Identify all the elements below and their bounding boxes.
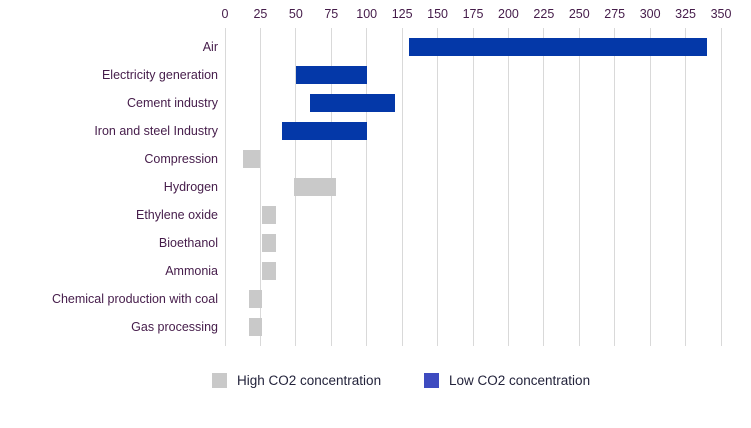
- gridline: [259, 28, 261, 346]
- legend-item-high-co2: High CO2 concentration: [212, 365, 381, 395]
- x-axis-tick-label: 200: [497, 7, 519, 21]
- legend-swatch-low-co2: [424, 372, 439, 388]
- legend-label-low-co2: Low CO2 concentration: [449, 372, 591, 388]
- bar-ethylene-oxide: [261, 206, 276, 224]
- gridline: [720, 28, 722, 346]
- gridline: [685, 28, 687, 346]
- x-axis-tick-label: 275: [604, 7, 626, 21]
- category-label: Ammonia: [165, 264, 218, 278]
- x-axis-tick-label: 125: [391, 7, 413, 21]
- x-axis-tick-label: 100: [356, 7, 378, 21]
- bar-hydrogen: [294, 178, 336, 196]
- bar-air: [409, 38, 707, 56]
- x-axis-tick-label: 300: [639, 7, 661, 21]
- category-label: Cement industry: [126, 96, 218, 110]
- gridline: [543, 28, 545, 346]
- gridline: [614, 28, 616, 346]
- bar-iron-and-steel-industry: [281, 122, 367, 140]
- legend: High CO2 concentration Low CO2 concentra…: [0, 365, 751, 395]
- x-axis-tick-label: 325: [675, 7, 696, 21]
- gridline: [401, 28, 403, 346]
- x-axis-tick-label: 0: [221, 7, 229, 21]
- gridline: [649, 28, 651, 346]
- x-axis-tick-label: 25: [253, 7, 268, 21]
- bar-bioethanol: [261, 234, 276, 252]
- gridline: [472, 28, 474, 346]
- bar-electricity-generation: [295, 66, 367, 84]
- x-axis-tick-label: 225: [533, 7, 555, 21]
- category-label: Hydrogen: [163, 180, 218, 194]
- category-label: Bioethanol: [158, 236, 218, 250]
- x-axis-tick-label: 150: [427, 7, 448, 21]
- legend-item-low-co2: Low CO2 concentration: [424, 365, 590, 395]
- gridline: [437, 28, 439, 346]
- category-label: Chemical production with coal: [51, 292, 218, 306]
- category-label: Air: [202, 40, 218, 54]
- category-label: Iron and steel Industry: [94, 124, 218, 138]
- gridline: [224, 28, 226, 346]
- bar-ammonia: [261, 262, 276, 280]
- x-axis-tick-label: 175: [462, 7, 484, 21]
- x-axis-tick-label: 250: [568, 7, 590, 21]
- bar-cement-industry: [310, 94, 396, 112]
- gridline: [507, 28, 509, 346]
- bar-compression: [243, 150, 261, 168]
- category-label: Gas processing: [131, 320, 218, 334]
- category-label: Ethylene oxide: [135, 208, 218, 222]
- gridline: [578, 28, 580, 346]
- legend-label-high-co2: High CO2 concentration: [237, 372, 382, 388]
- x-axis-tick-label: 75: [324, 7, 339, 21]
- legend-swatch-high-co2: [212, 372, 227, 388]
- bar-chemical-production-with-coal: [249, 290, 262, 308]
- gridline: [366, 28, 368, 346]
- x-axis-tick-label: 350: [710, 7, 732, 21]
- category-label: Electricity generation: [101, 68, 218, 82]
- x-axis-tick-label: 50: [288, 7, 303, 21]
- category-label: Compression: [144, 152, 218, 166]
- bar-gas-processing: [249, 318, 262, 336]
